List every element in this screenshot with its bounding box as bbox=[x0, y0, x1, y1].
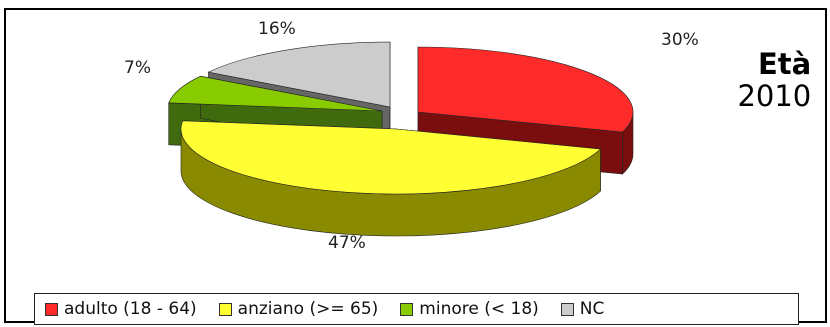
pct-label-minore: 7% bbox=[124, 58, 151, 78]
legend-label-adulto: adulto (18 - 64) bbox=[64, 299, 197, 319]
pct-label-nc: 16% bbox=[258, 19, 296, 39]
legend-item-minore: minore (< 18) bbox=[400, 299, 539, 319]
legend-label-anziano: anziano (>= 65) bbox=[237, 299, 379, 319]
legend-item-anziano: anziano (>= 65) bbox=[218, 299, 379, 319]
legend-swatch-anziano bbox=[218, 302, 232, 316]
legend-label-nc: NC bbox=[579, 299, 605, 319]
pct-label-adulto: 30% bbox=[661, 30, 699, 50]
legend-item-adulto: adulto (18 - 64) bbox=[45, 299, 197, 319]
legend: adulto (18 - 64) anziano (>= 65) minore (<… bbox=[34, 293, 799, 325]
pct-label-anziano: 47% bbox=[328, 233, 366, 253]
legend-swatch-adulto bbox=[45, 302, 58, 316]
legend-swatch-minore bbox=[400, 302, 414, 316]
pie-chart: 30% 47% 7% 16% bbox=[124, 19, 699, 253]
chart-side-title: Età 2010 bbox=[737, 47, 812, 113]
legend-label-minore: minore (< 18) bbox=[419, 299, 539, 319]
legend-item-nc: NC bbox=[560, 299, 605, 319]
title-year: 2010 bbox=[737, 79, 812, 114]
chart-frame: 30% 47% 7% 16% Età 2010 adulto (18 - 64) anz… bbox=[4, 8, 827, 325]
legend-swatch-nc bbox=[560, 302, 574, 316]
slice-anziano bbox=[180, 120, 602, 237]
title-label: Età bbox=[758, 47, 812, 81]
